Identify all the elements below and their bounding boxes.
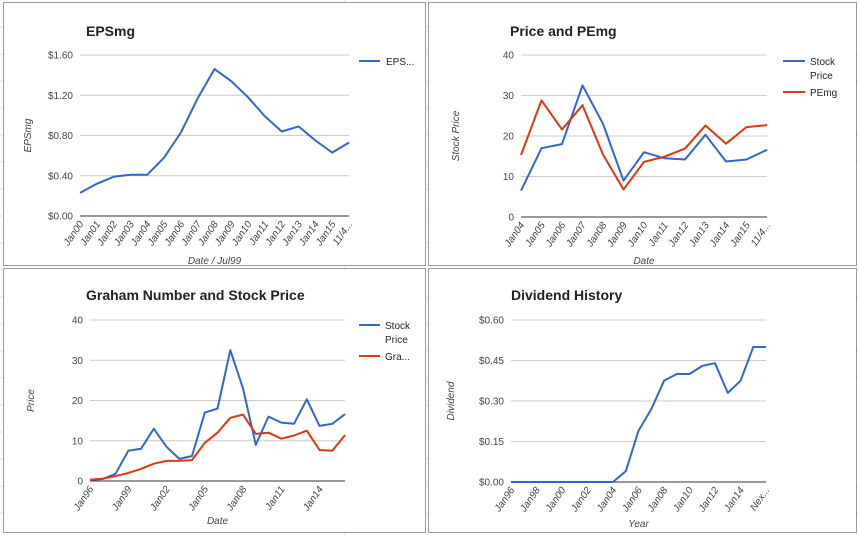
x-axis-title: Date / Jul99 [188,256,242,267]
x-axis-title: Date [207,516,229,527]
series-line-dividend [511,346,766,483]
chart-epsmg: EPSmg EPS... $0.00$0.40$0.80$1.20$1.60Ja… [23,23,414,267]
series-line-pemg [520,99,768,191]
x-tick-label: Jan99 [109,484,134,514]
legend-label-eps: EPS... [386,57,414,68]
x-tick-label: 11/4... [749,220,774,248]
legend-label-stock-price: Stock Price [385,321,411,346]
x-tick-label: Jan02 [148,484,173,514]
y-tick-label: $0.80 [48,131,73,142]
legend-label-graham: Gra... [385,352,410,363]
x-tick-label: Jan07 [564,220,589,250]
x-tick-label: Jan98 [518,485,543,515]
y-tick-label: $0.40 [48,171,73,182]
legend-label-price: Price [810,71,833,82]
chart-panel-graham: Graham Number and Stock Price Stock Price… [3,268,426,533]
x-tick-label: Jan05 [186,484,211,514]
y-tick-label: 10 [72,436,84,447]
x-tick-label: Jan06 [620,485,645,515]
x-tick-label: Jan10 [671,485,696,515]
x-tick-label: Jan00 [543,485,568,515]
chart-panel-epsmg: EPSmg EPS... $0.00 $0.40 $0.80 $1.20 $1.60 Ja… [3,2,426,267]
y-tick-label: 20 [503,132,515,143]
y-tick-label: $1.20 [48,91,73,102]
x-tick-label: Jan12 [696,485,721,515]
x-tick-label: Jan08 [584,220,609,250]
y-tick-label: $0.00 [48,212,73,223]
legend-label-stock: Stock [385,321,411,332]
x-tick-label: Jan96 [71,484,96,514]
y-tick-label: $0.30 [479,397,504,408]
y-axis-title: Price [26,389,37,412]
series-line-gra [89,413,346,481]
legend-label-pemg: PEmg [810,88,837,99]
chart-price-pemg: Price and PEmg Stock Price PEmg 0 10 20 30 40… [451,23,837,267]
x-tick-label: Jan14 [301,484,326,514]
legend-label-stock-price: Stock Price [810,57,836,82]
y-tick-label: $0.60 [479,316,504,327]
x-tick-label: Jan96 [492,485,517,515]
y-axis-title: EPSmg [23,118,34,152]
x-tick-label: Jan04 [594,485,619,515]
x-tick-label: Jan14 [707,220,732,250]
x-tick-label: Jan11 [263,484,288,513]
chart-title: Graham Number and Stock Price [86,287,305,303]
y-tick-label: 30 [72,356,84,367]
legend-label-stock: Stock [810,57,836,68]
y-tick-label: $0.45 [479,356,504,367]
x-tick-label: Jan04 [502,220,527,250]
x-tick-label: Jan12 [666,220,691,250]
chart-title: Price and PEmg [510,23,617,39]
x-tick-label: Jan08 [645,485,670,515]
x-tick-label: Jan06 [543,220,568,250]
x-tick-label: Jan15 [728,220,753,250]
y-tick-label: 40 [503,51,515,62]
y-tick-label: 20 [72,396,84,407]
x-tick-label: Jan02 [569,485,594,515]
x-tick-label: Nex... [748,485,772,513]
chart-panel-price-pemg: Price and PEmg Stock Price PEmg 0 10 20 30 40… [428,2,857,267]
legend-label-price: Price [385,335,408,346]
y-axis-title: Stock Price [451,110,462,161]
x-tick-label: Jan09 [605,220,630,250]
y-tick-label: 30 [503,91,515,102]
x-tick-label: Jan10 [625,220,650,250]
x-axis-title: Date [633,256,655,267]
series-line-eps [79,68,350,194]
y-tick-label: $1.60 [48,51,73,62]
series-line-stock-price [520,84,768,192]
chart-panel-dividend: Dividend History $0.00 $0.15 $0.30 $0.45 $0.… [428,268,857,533]
chart-title: Dividend History [511,287,622,303]
y-tick-label: $0.15 [479,437,504,448]
x-tick-label: Jan11 [646,220,671,249]
chart-title: EPSmg [86,23,135,39]
x-tick-label: Jan08 [224,484,249,514]
y-tick-label: $0.00 [479,478,504,489]
y-axis-title: Dividend [446,381,457,420]
y-tick-label: 10 [503,172,515,183]
y-tick-label: 0 [77,477,83,488]
x-tick-label: Jan14 [722,485,747,515]
y-tick-label: 0 [508,213,514,224]
x-tick-label: Jan05 [523,220,548,250]
y-tick-label: 40 [72,316,84,327]
series-line-stock-price [89,349,346,481]
x-tick-label: Jan13 [687,220,712,250]
x-axis-title: Year [628,519,649,530]
chart-dividend: Dividend History $0.00 $0.15 $0.30 $0.45 $0.… [446,287,772,530]
chart-graham: Graham Number and Stock Price Stock Price… [26,287,411,527]
